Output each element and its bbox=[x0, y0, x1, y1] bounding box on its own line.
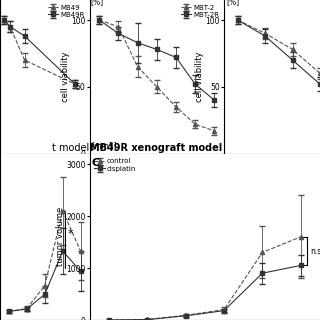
Text: [μM]: [μM] bbox=[206, 176, 224, 185]
Legend: MB49, MB49R: MB49, MB49R bbox=[46, 4, 86, 19]
Text: t model: t model bbox=[52, 143, 90, 153]
X-axis label: concentration: concentration bbox=[128, 168, 186, 177]
Y-axis label: cell viability: cell viability bbox=[60, 52, 69, 102]
Text: *: * bbox=[68, 229, 74, 239]
Text: [%]: [%] bbox=[91, 0, 104, 6]
Text: [mm3]: [mm3] bbox=[92, 141, 117, 150]
Text: MB49R xenograft model: MB49R xenograft model bbox=[90, 143, 222, 153]
Text: [%]: [%] bbox=[227, 0, 240, 6]
Text: n.s.: n.s. bbox=[310, 247, 320, 256]
Legend: control, cisplatin: control, cisplatin bbox=[93, 157, 138, 173]
Y-axis label: tumor volume: tumor volume bbox=[56, 207, 65, 267]
Y-axis label: cell viability: cell viability bbox=[195, 52, 204, 102]
Legend: MBT-2, MBT-2R: MBT-2, MBT-2R bbox=[179, 4, 220, 19]
Text: [μM]: [μM] bbox=[82, 173, 98, 180]
Text: C: C bbox=[91, 158, 99, 168]
